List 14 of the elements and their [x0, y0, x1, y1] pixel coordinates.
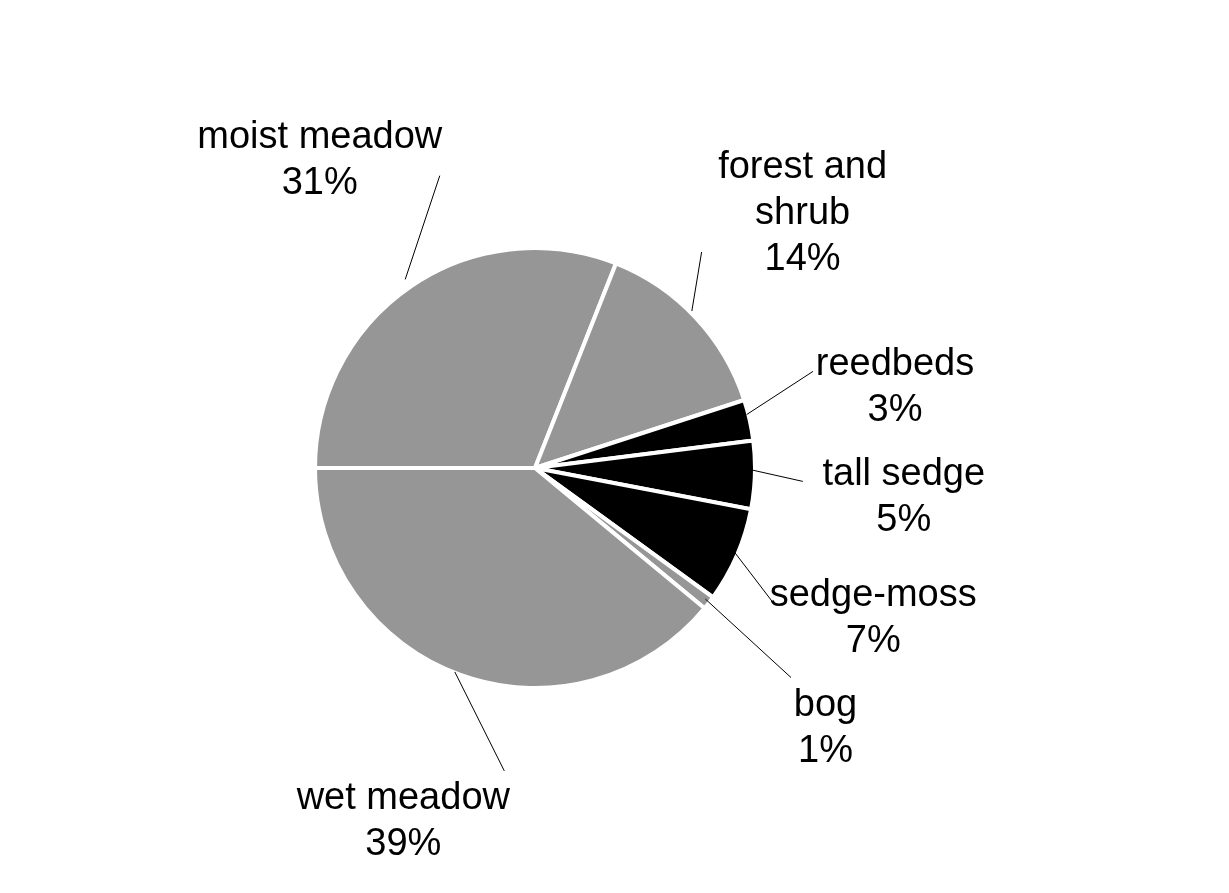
slice-label: tall sedge — [822, 451, 986, 494]
data-label: 5% — [876, 497, 932, 540]
data-label: 7% — [845, 617, 901, 660]
slice-label: moist meadow — [197, 113, 443, 156]
slice-label: wet meadow — [295, 774, 511, 817]
slice-label: reedbeds — [815, 341, 975, 384]
data-label: 14% — [764, 235, 841, 278]
data-label: 31% — [281, 159, 358, 202]
slice-label: sedge-moss — [769, 571, 977, 614]
data-label: 1% — [798, 727, 853, 770]
data-label: 3% — [867, 387, 923, 430]
slice-label: forest and shrub — [718, 143, 888, 232]
slice-label: bog — [793, 681, 858, 724]
data-label: 39% — [365, 820, 442, 863]
